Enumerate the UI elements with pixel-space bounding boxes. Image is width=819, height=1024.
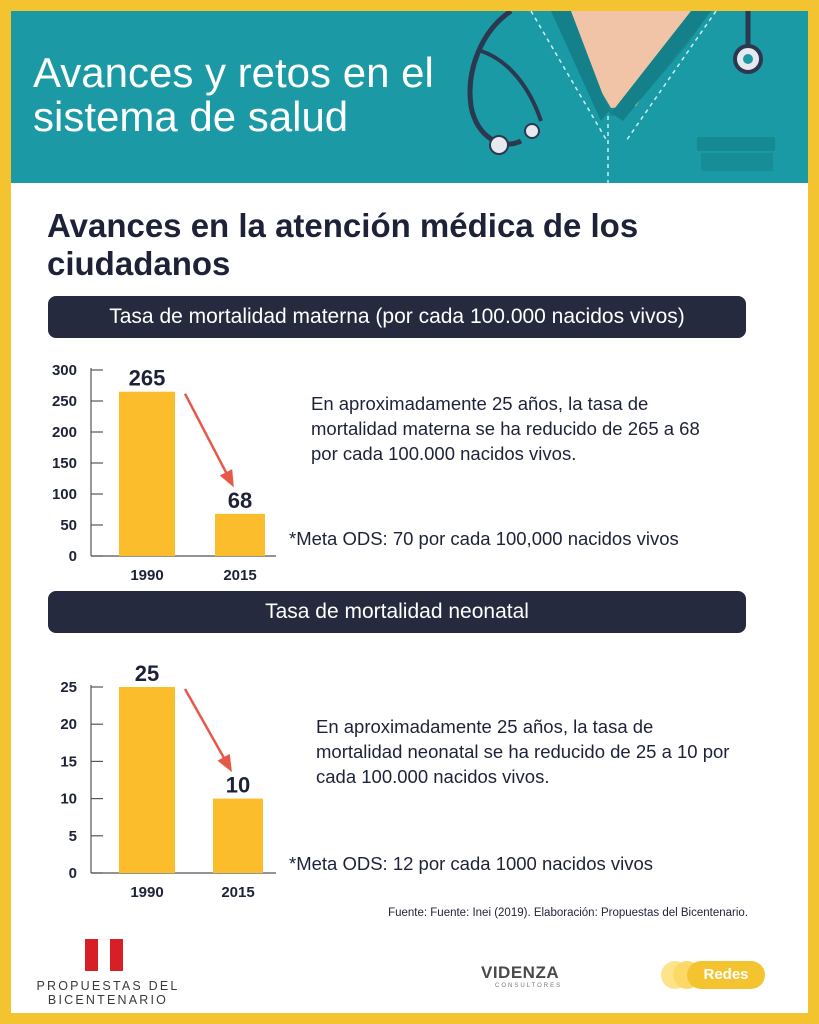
bar-value-label: 265 <box>129 366 166 391</box>
section-title: Avances en la atención médica de los ciu… <box>47 207 639 282</box>
source-note: Fuente: Fuente: Inei (2019). Elaboración… <box>388 907 748 919</box>
y-tick-label: 50 <box>60 517 77 534</box>
x-tick-label: 1990 <box>130 567 163 584</box>
y-tick-label: 5 <box>69 828 77 845</box>
peru-flag-icon <box>85 939 124 971</box>
chart1-description: En aproximadamente 25 años, la tasa de m… <box>311 393 700 464</box>
logo-pdb-line2: BICENTENARIO <box>47 993 169 1007</box>
scrubs-illustration <box>466 11 808 183</box>
y-tick-label: 25 <box>60 679 77 696</box>
trend-arrow <box>183 688 232 770</box>
infographic-frame: Avances y retos en el sistema de salud A… <box>11 11 808 1013</box>
videnza-subtitle: CONSULTORES <box>495 983 563 989</box>
header-banner: Avances y retos en el sistema de salud <box>11 11 808 183</box>
y-tick-label: 0 <box>69 548 77 565</box>
x-tick-label: 1990 <box>130 884 163 901</box>
redes-logo: Redes <box>661 959 766 991</box>
bar-value-label: 25 <box>135 661 159 686</box>
y-tick-label: 100 <box>52 486 77 503</box>
bar <box>119 687 175 873</box>
y-tick-label: 300 <box>52 362 77 379</box>
chart1-title-pill: Tasa de mortalidad materna (por cada 100… <box>48 296 746 338</box>
trend-arrow-head <box>217 753 232 773</box>
y-tick-label: 10 <box>60 791 77 808</box>
y-tick-label: 0 <box>69 865 77 882</box>
y-tick-label: 250 <box>52 393 77 410</box>
chart1-goal: *Meta ODS: 70 por cada 100,000 nacidos v… <box>289 528 679 549</box>
videnza-name: VIDENZA <box>481 963 560 982</box>
trend-arrow-head <box>219 469 234 488</box>
neonatal-mortality-chart: 0 5 10 15 20 25 25 1990 10 2015 <box>60 661 276 901</box>
bar-value-label: 10 <box>226 773 250 798</box>
chart2-title-pill: Tasa de mortalidad neonatal <box>48 591 746 633</box>
maternal-mortality-chart: 0 50 100 150 200 250 300 265 1990 68 2015 <box>52 362 276 584</box>
bar <box>213 798 263 873</box>
bar-value-label: 68 <box>228 488 252 513</box>
chart2-goal: *Meta ODS: 12 por cada 1000 nacidos vivo… <box>289 853 654 874</box>
logo-pdb-line1: PROPUESTAS DEL <box>36 979 180 993</box>
y-tick-label: 150 <box>52 455 77 472</box>
header-title: Avances y retos en el sistema de salud <box>33 49 434 140</box>
x-tick-label: 2015 <box>223 567 256 584</box>
redes-label: Redes <box>687 961 765 989</box>
bar <box>119 391 175 556</box>
y-tick-label: 200 <box>52 424 77 441</box>
trend-arrow <box>183 393 234 485</box>
y-tick-label: 15 <box>60 753 77 770</box>
propuestas-bicentenario-logo: PROPUESTAS DEL BICENTENARIO <box>33 939 183 1009</box>
y-tick-label: 20 <box>60 716 77 733</box>
bar <box>215 513 265 556</box>
x-tick-label: 2015 <box>221 884 254 901</box>
videnza-logo: VIDENZA CONSULTORES <box>481 963 581 989</box>
chart2-description: En aproximadamente 25 años, la tasa de m… <box>316 716 730 787</box>
